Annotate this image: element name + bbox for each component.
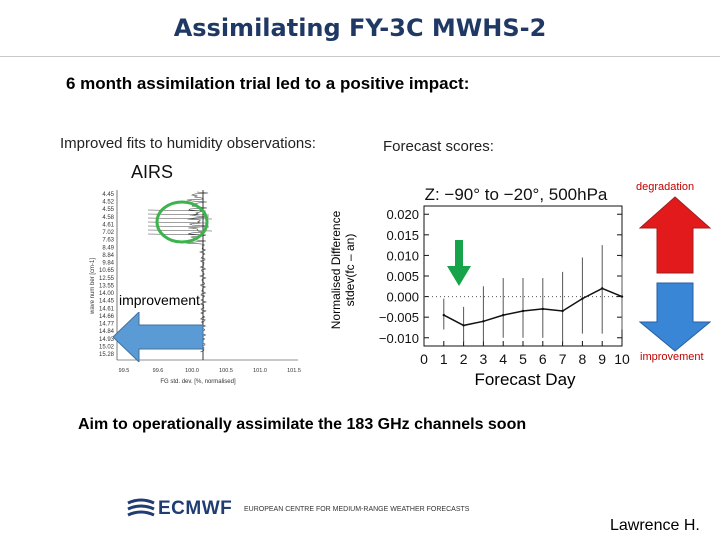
channel-label: 14.00 xyxy=(99,291,115,297)
score-point xyxy=(502,313,505,317)
channel-label: 4.45 xyxy=(102,192,114,198)
channel-label: 4.58 xyxy=(102,215,114,221)
score-line xyxy=(442,287,624,327)
channel-label: 12.55 xyxy=(99,276,115,282)
x-tick-label: 5 xyxy=(519,351,527,367)
left-x-tick-labels: 99.5 99.6 100.0 100.5 101.0 101.5 xyxy=(119,368,301,374)
channel-label: 4.61 xyxy=(102,222,114,228)
left-x-tick-label: 100.5 xyxy=(219,368,233,374)
y-tick-label: 0.005 xyxy=(386,269,419,284)
x-tick-label: 10 xyxy=(614,351,630,367)
right-caption: Forecast scores: xyxy=(383,138,494,155)
score-point xyxy=(601,287,604,290)
score-point xyxy=(541,307,544,311)
channel-label: 4.55 xyxy=(102,207,114,213)
score-point xyxy=(482,320,485,323)
left-x-tick-label: 99.5 xyxy=(119,368,130,374)
channel-label: 10.65 xyxy=(99,268,115,274)
y-tick-label: −0.005 xyxy=(379,310,419,325)
y-tick-label: 0.015 xyxy=(386,228,419,243)
score-point xyxy=(620,295,624,298)
channel-label: 8.49 xyxy=(102,245,114,251)
channel-label: 14.93 xyxy=(99,337,115,343)
left-x-tick-label: 101.0 xyxy=(253,368,267,374)
x-tick-label: 1 xyxy=(440,351,448,367)
fit-profile-segment xyxy=(147,233,207,236)
channel-label: 8.84 xyxy=(102,253,114,259)
channel-label: 14.77 xyxy=(99,322,115,328)
left-x-tick-label: 101.5 xyxy=(287,368,301,374)
score-point xyxy=(442,313,445,317)
improvement-down-arrow-icon xyxy=(639,282,711,352)
airs-fit-plot: 4.45 4.524.55 4.584.61 7.02 7.638.49 8.84 9.84… xyxy=(90,190,301,385)
y-tick-label: 0.010 xyxy=(386,248,419,263)
author-name: Lawrence H. xyxy=(610,517,700,534)
chart-title: Z: −90° to −20°, 500hPa xyxy=(425,185,608,204)
x-tick-label: 7 xyxy=(559,351,567,367)
centre-name: EUROPEAN CENTRE FOR MEDIUM-RANGE WEATHER… xyxy=(244,506,470,513)
slide-subtitle: 6 month assimilation trial led to a posi… xyxy=(66,74,470,93)
goal-statement: Aim to operationally assimilate the 183 … xyxy=(78,416,527,433)
score-point xyxy=(561,309,564,313)
channel-label: 14.84 xyxy=(99,329,115,335)
x-tick-label: 8 xyxy=(579,351,587,367)
channel-label: 14.61 xyxy=(99,306,115,312)
ecmwf-logo-icon xyxy=(127,498,155,517)
left-x-axis-label: FG std. dev. [%, normalised] xyxy=(160,379,236,385)
highlight-circle xyxy=(155,200,209,244)
score-point xyxy=(462,324,465,327)
chart-y-ticks: 0.020 0.015 0.010 0.005 0.000 −0.005 −0.010 xyxy=(379,207,622,346)
chart-y-axis-label: Normalised Difference stdev(fc – an) xyxy=(329,210,357,330)
left-x-tick-label: 100.0 xyxy=(185,368,199,374)
left-arrow-icon xyxy=(113,312,204,362)
channel-label: 15.02 xyxy=(99,344,115,350)
channel-label: 7.63 xyxy=(102,238,114,244)
left-x-tick-label: 99.6 xyxy=(153,368,164,374)
x-tick-label: 9 xyxy=(598,351,606,367)
x-tick-label: 2 xyxy=(460,351,468,367)
forecast-score-chart: Z: −90° to −20°, 500hPa 0.0200.0150.0100… xyxy=(379,185,630,367)
channel-label: 7.02 xyxy=(102,230,114,236)
channel-label: 4.52 xyxy=(102,200,114,206)
x-tick-label: 0 xyxy=(420,351,428,367)
score-point xyxy=(521,309,525,313)
green-down-arrow-icon xyxy=(447,240,471,286)
degradation-label: degradation xyxy=(636,181,695,193)
left-y-axis-label: wave num ber [cm-1] xyxy=(90,258,96,315)
y-tick-label: 0.020 xyxy=(386,207,419,222)
degradation-up-arrow-icon xyxy=(639,196,711,274)
x-tick-label: 4 xyxy=(499,351,507,367)
fit-profile-segment xyxy=(147,209,207,212)
chart-x-ticks: 0 1 2 3 4 5 6 7 8 9 10 xyxy=(420,341,630,367)
ecmwf-logo-text: ECMWF xyxy=(158,498,233,519)
channel-label: 14.45 xyxy=(99,299,115,305)
channel-label: 15.28 xyxy=(99,352,115,358)
error-bars xyxy=(443,245,623,342)
channel-axis-labels: 4.45 4.524.55 4.584.61 7.02 7.638.49 8.84 9.84… xyxy=(99,192,115,358)
improvement-label: improvement xyxy=(640,351,704,363)
slide-title: Assimilating FY-3C MWHS-2 xyxy=(173,14,547,42)
left-caption: Improved fits to humidity observations: xyxy=(60,135,316,152)
channel-label: 13.55 xyxy=(99,283,115,289)
left-improvement-label: improvement xyxy=(119,292,200,308)
x-tick-label: 3 xyxy=(480,351,488,367)
title-divider xyxy=(0,56,720,57)
airs-label: AIRS xyxy=(131,162,174,182)
x-tick-label: 6 xyxy=(539,351,547,367)
y-tick-label: 0.000 xyxy=(386,290,419,305)
channel-label: 9.84 xyxy=(102,261,114,267)
score-series-line xyxy=(443,287,623,327)
channel-label: 14.66 xyxy=(99,314,115,320)
y-tick-label: −0.010 xyxy=(379,331,419,346)
score-point xyxy=(581,297,584,300)
chart-x-axis-label: Forecast Day xyxy=(474,370,576,389)
